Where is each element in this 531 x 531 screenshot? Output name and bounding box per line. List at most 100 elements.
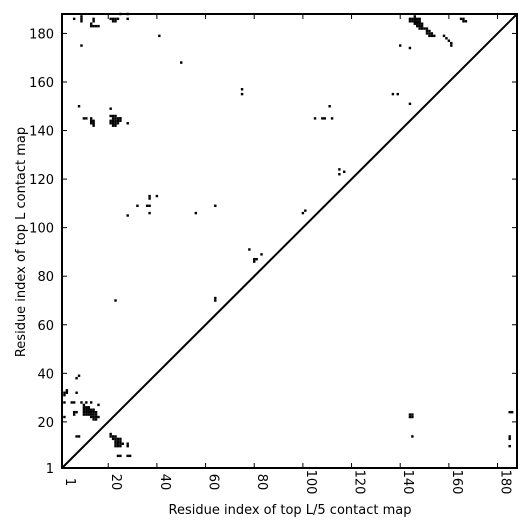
contact-cell-top-l5 (85, 406, 88, 409)
contact-cell-top-l5 (72, 413, 76, 416)
contact-cell-top-l (459, 17, 463, 21)
contact-cell-top-l (343, 170, 346, 174)
contact-cell-top-l (330, 117, 334, 120)
contact-cell-top-l (111, 124, 115, 127)
y-tick-label: 20 (37, 416, 54, 431)
x-axis-label: Residue index of top L/5 contact map (169, 503, 412, 518)
contact-cell-top-l5 (92, 413, 95, 416)
contact-cell-top-l5 (116, 454, 120, 458)
x-tick-label: 160 (449, 470, 464, 495)
contact-cell-top-l (214, 204, 217, 208)
contact-cell-top-l (323, 117, 326, 120)
contact-cell-top-l (416, 17, 419, 21)
contact-cell-top-l (428, 32, 431, 35)
contact-cell-top-l5 (109, 435, 112, 438)
contact-cell-top-l (114, 124, 117, 127)
contact-cell-top-l5 (510, 410, 514, 414)
contact-cell-top-l (413, 20, 417, 23)
contact-cell-top-l (418, 17, 421, 21)
contact-cell-top-l (420, 27, 424, 30)
contact-cell-top-l (126, 17, 129, 21)
x-tick-label: 20 (108, 474, 123, 491)
contact-cell-top-l (301, 211, 305, 215)
contact-cell-top-l5 (119, 440, 122, 443)
contact-cell-top-l (408, 17, 412, 21)
y-tick-label: 120 (29, 173, 54, 188)
contact-cell-top-l (148, 211, 151, 215)
contact-cell-top-l5 (119, 444, 122, 448)
contact-cell-top-l5 (508, 437, 511, 441)
contact-cell-top-l (411, 20, 414, 23)
contact-cell-top-l5 (92, 415, 95, 419)
contact-cell-top-l5 (87, 406, 90, 409)
contact-cell-top-l5 (63, 401, 66, 404)
contact-cell-top-l (425, 27, 429, 30)
contact-cell-top-l (145, 204, 149, 208)
contact-cell-top-l (420, 24, 424, 28)
contact-cell-top-l5 (408, 413, 412, 416)
contact-cell-top-l (408, 20, 412, 23)
y-tick-label: 140 (29, 125, 54, 140)
contact-cell-top-l5 (128, 454, 132, 458)
contact-cell-top-l5 (92, 418, 95, 421)
contact-cell-top-l (92, 124, 95, 127)
contact-cell-top-l5 (87, 410, 90, 414)
contact-cell-top-l5 (111, 437, 115, 441)
contact-cell-top-l (214, 299, 217, 302)
contact-cell-top-l5 (126, 454, 129, 458)
contact-cell-top-l (111, 114, 115, 118)
contact-cell-top-l (114, 117, 117, 120)
contact-cell-top-l (411, 17, 414, 21)
contact-cell-top-l (119, 119, 122, 123)
contact-cell-top-l (80, 17, 83, 21)
contact-cell-top-l (114, 17, 117, 21)
contact-cell-top-l5 (114, 435, 117, 438)
contact-cell-top-l (89, 22, 93, 25)
x-tick-label: 80 (254, 474, 269, 491)
contact-cell-top-l (253, 257, 256, 261)
contact-cell-top-l (248, 248, 251, 251)
contact-cell-top-l (148, 197, 151, 200)
contact-cell-top-l (89, 119, 93, 123)
contact-cell-top-l (89, 24, 93, 28)
contact-cell-top-l (418, 24, 421, 28)
contact-cell-top-l (338, 168, 341, 171)
contact-cell-top-l5 (116, 444, 120, 448)
contact-cell-top-l (447, 39, 451, 42)
contact-cell-top-l (255, 257, 258, 261)
contact-cell-top-l (89, 122, 93, 125)
contact-cell-top-l (194, 211, 198, 215)
contact-cell-top-l5 (411, 413, 414, 416)
contact-cell-top-l (408, 46, 412, 50)
contact-cell-top-l (416, 20, 419, 23)
contact-cell-top-l5 (94, 415, 98, 419)
contact-cell-top-l (114, 114, 117, 118)
contact-cell-top-l5 (508, 435, 511, 438)
contact-cell-top-l5 (119, 454, 122, 458)
contact-cell-top-l5 (63, 391, 66, 394)
contact-cell-top-l (445, 37, 448, 40)
contact-cell-top-l (114, 20, 117, 23)
contact-cell-top-l5 (89, 401, 93, 404)
contact-cell-top-l (114, 299, 117, 302)
contact-cell-top-l (109, 119, 112, 123)
contact-cell-top-l5 (75, 410, 78, 414)
contact-cell-top-l5 (85, 413, 88, 416)
contact-cell-top-l (82, 117, 86, 120)
contact-cell-top-l5 (75, 376, 78, 380)
contact-cell-top-l5 (121, 442, 125, 445)
contact-cell-top-l (428, 34, 431, 38)
contact-cell-top-l (85, 117, 88, 120)
contact-cell-top-l (416, 22, 419, 25)
contact-cell-top-l (92, 119, 95, 123)
contact-cell-top-l (450, 44, 453, 47)
contact-cell-top-l5 (408, 415, 412, 419)
contact-cell-top-l (109, 17, 112, 21)
contact-cell-top-l5 (94, 413, 98, 416)
contact-cell-top-l5 (85, 401, 88, 404)
x-tick-label: 120 (352, 470, 367, 495)
contact-cell-top-l5 (75, 435, 78, 438)
diagonal-line (61, 13, 518, 469)
y-axis-label: Residue index of top L contact map (14, 127, 29, 357)
